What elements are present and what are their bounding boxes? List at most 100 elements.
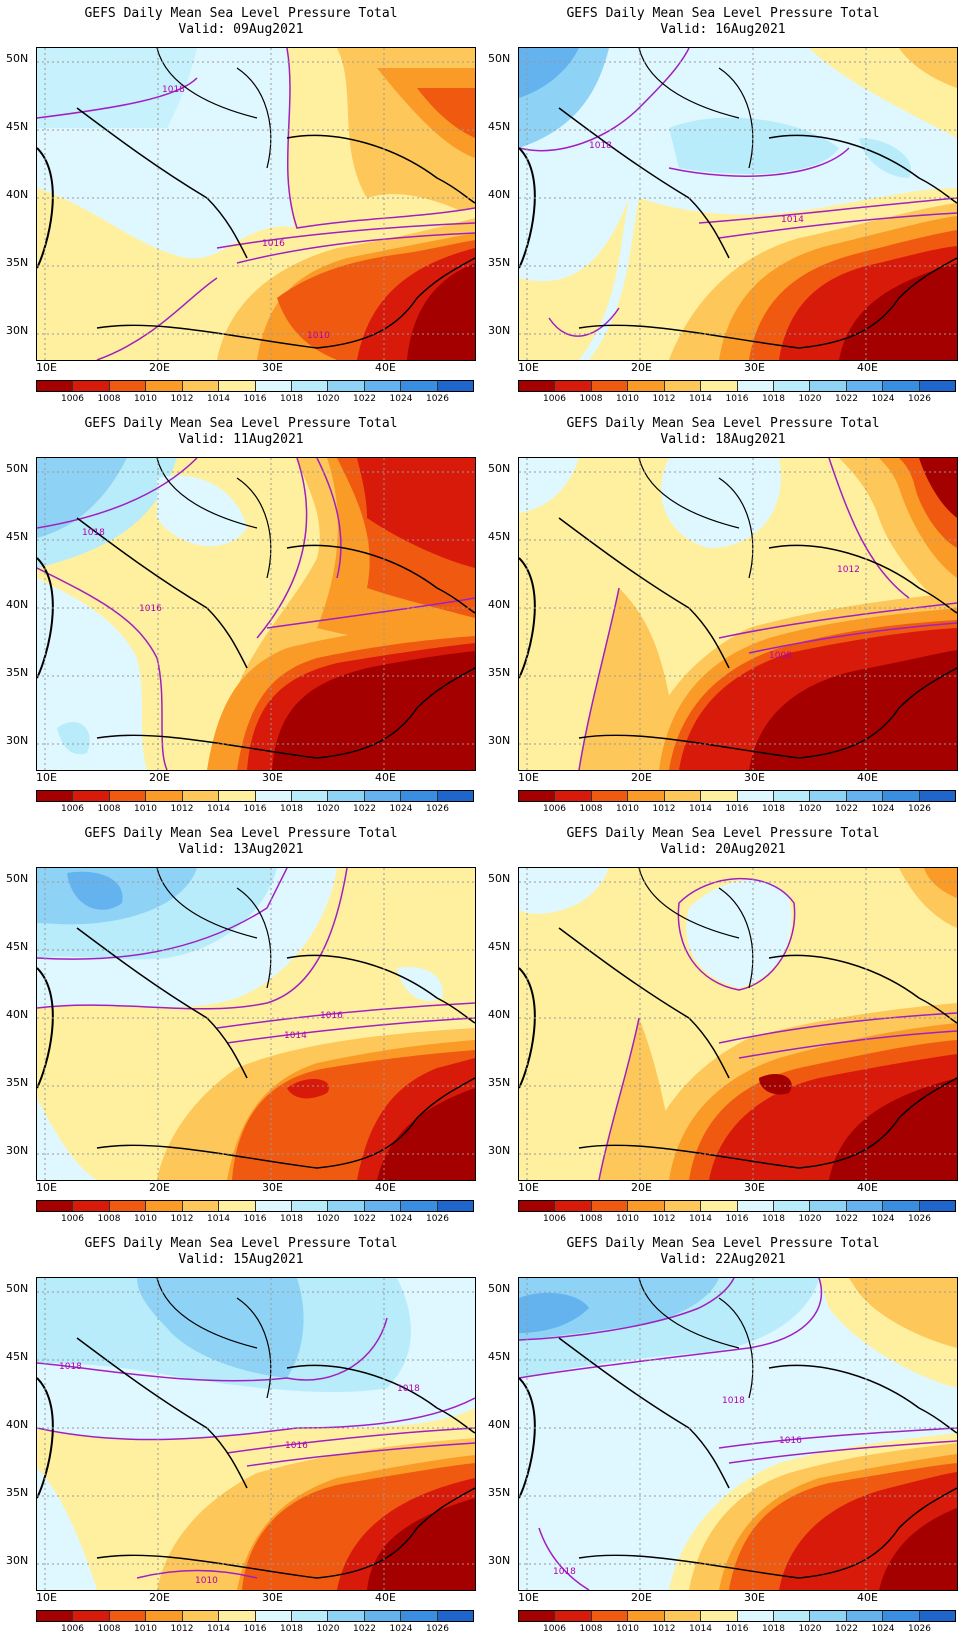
colorbar-swatch — [846, 791, 884, 801]
colorbar-label: 1020 — [316, 394, 340, 404]
map-panel-11aug: GEFS Daily Mean Sea Level Pressure Total… — [0, 410, 482, 820]
colorbar-swatch — [773, 1611, 811, 1621]
colorbar-swatch — [519, 1611, 556, 1621]
colorbar — [518, 1610, 956, 1622]
colorbar-swatch — [328, 791, 365, 801]
colorbar-swatch — [810, 1611, 847, 1621]
lat-label: 30N — [6, 324, 29, 337]
colorbar-swatch — [628, 1201, 665, 1211]
colorbar-label: 1008 — [579, 394, 603, 404]
colorbar-label: 1012 — [652, 804, 676, 814]
colorbar-swatch — [146, 1201, 183, 1211]
lon-label: 30E — [744, 1591, 765, 1604]
colorbar-label: 1022 — [835, 1624, 858, 1634]
colorbar-swatch — [628, 381, 665, 391]
lat-label: 40N — [488, 1418, 511, 1431]
pressure-map: 1018 1016 — [36, 457, 476, 771]
colorbar-label: 1020 — [798, 804, 822, 814]
lat-label: 50N — [488, 462, 511, 475]
colorbar-label: 1018 — [280, 1624, 303, 1634]
lat-label: 45N — [6, 940, 29, 953]
lat-label: 30N — [488, 1554, 511, 1567]
lat-label: 30N — [6, 734, 29, 747]
colorbar-swatch — [364, 381, 402, 391]
colorbar-label: 1016 — [243, 804, 267, 814]
pressure-map — [518, 867, 958, 1181]
panel-title: GEFS Daily Mean Sea Level Pressure Total — [566, 826, 880, 841]
lon-label: 10E — [518, 1181, 539, 1194]
colorbar-swatch — [437, 381, 474, 391]
colorbar-label: 1006 — [543, 1624, 566, 1634]
colorbar-label: 1024 — [389, 804, 413, 814]
lon-label: 20E — [149, 1591, 170, 1604]
colorbar-label: 1026 — [908, 804, 931, 814]
lat-label: 30N — [6, 1144, 29, 1157]
colorbar-swatch — [219, 381, 256, 391]
lon-label: 20E — [149, 1181, 170, 1194]
colorbar-label: 1022 — [353, 1214, 376, 1224]
colorbar-label: 1018 — [762, 804, 785, 814]
colorbar-swatch — [146, 791, 183, 801]
colorbar-label: 1012 — [652, 1214, 676, 1224]
colorbar-swatch — [883, 381, 920, 391]
lat-label: 35N — [6, 666, 29, 679]
colorbar-swatch — [519, 1201, 556, 1211]
colorbar-swatch — [146, 1611, 183, 1621]
contour-label: 1016 — [139, 604, 162, 614]
contour-label: 1016 — [262, 239, 285, 249]
colorbar-label: 1006 — [61, 804, 84, 814]
pressure-map: 1018 1016 1010 — [36, 47, 476, 361]
panel-title: GEFS Daily Mean Sea Level Pressure Total — [84, 6, 398, 21]
colorbar-swatch — [401, 381, 438, 391]
lon-label: 30E — [262, 361, 283, 374]
colorbar-swatch — [846, 381, 884, 391]
colorbar-swatch — [519, 791, 556, 801]
panel-valid-date: Valid: 15Aug2021 — [178, 1252, 304, 1267]
colorbar-swatch — [919, 1611, 956, 1621]
colorbar-label: 1024 — [389, 1624, 413, 1634]
colorbar-label: 1012 — [170, 394, 194, 404]
colorbar — [518, 380, 956, 392]
colorbar-swatch — [364, 1201, 402, 1211]
colorbar-swatch — [519, 381, 556, 391]
contour-label: 1018 — [722, 1396, 745, 1406]
colorbar-swatch — [437, 791, 474, 801]
colorbar-swatch — [328, 381, 365, 391]
colorbar-swatch — [255, 791, 292, 801]
colorbar-label: 1020 — [798, 1214, 822, 1224]
colorbar-swatch — [883, 1611, 920, 1621]
colorbar-label: 1010 — [616, 1624, 639, 1634]
colorbar-swatch — [437, 1611, 474, 1621]
colorbar-label: 1008 — [97, 394, 121, 404]
colorbar-label: 1024 — [389, 394, 413, 404]
lat-label: 50N — [488, 872, 511, 885]
map-panel-16aug: GEFS Daily Mean Sea Level Pressure Total… — [482, 0, 964, 410]
colorbar-label: 1026 — [426, 1624, 449, 1634]
lat-label: 50N — [6, 52, 29, 65]
lon-label: 10E — [36, 771, 57, 784]
colorbar-swatch — [291, 1201, 329, 1211]
colorbar-label: 1024 — [871, 1624, 895, 1634]
colorbar-swatch — [810, 1201, 847, 1211]
colorbar-swatch — [737, 381, 774, 391]
colorbar — [518, 1200, 956, 1212]
colorbar-label: 1012 — [652, 394, 676, 404]
colorbar-swatch — [182, 1201, 220, 1211]
colorbar-swatch — [664, 1201, 702, 1211]
lat-label: 45N — [6, 1350, 29, 1363]
lat-label: 30N — [6, 1554, 29, 1567]
colorbar-label: 1006 — [61, 394, 84, 404]
colorbar-label: 1010 — [134, 1214, 157, 1224]
lat-label: 40N — [6, 598, 29, 611]
colorbar-label: 1026 — [908, 394, 931, 404]
colorbar-swatch — [737, 1611, 774, 1621]
colorbar-label: 1026 — [908, 1624, 931, 1634]
lat-label: 45N — [6, 530, 29, 543]
lat-label: 40N — [6, 1008, 29, 1021]
colorbar-swatch — [182, 791, 220, 801]
contour-label: 1016 — [320, 1011, 343, 1021]
lat-label: 40N — [488, 188, 511, 201]
colorbar-swatch — [737, 791, 774, 801]
lon-label: 10E — [36, 361, 57, 374]
colorbar-swatch — [810, 381, 847, 391]
